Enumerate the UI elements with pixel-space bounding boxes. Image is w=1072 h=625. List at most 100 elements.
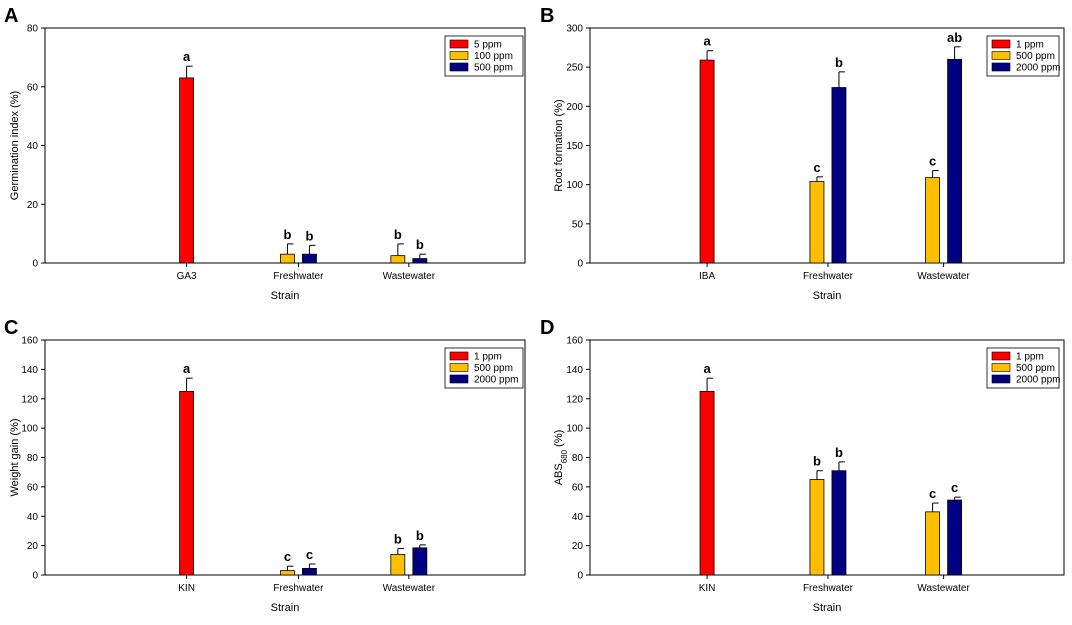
panel-letter-c: C [4, 317, 18, 339]
significance-letter: c [951, 480, 958, 495]
x-tick-label: IBA [699, 271, 715, 282]
x-tick-label: Freshwater [803, 271, 854, 282]
significance-letter: c [306, 547, 313, 562]
y-tick-label: 40 [27, 512, 39, 523]
bar [947, 58, 963, 264]
y-axis-title-main: Weight gain (%) [9, 418, 21, 496]
y-tick-label: 100 [21, 424, 38, 435]
y-tick-label: 50 [572, 219, 584, 230]
panel-a: A 0 20 40 60 80 Germination index (%) Strain GA3… [4, 5, 526, 302]
bar [925, 511, 941, 576]
y-tick-label: 100 [566, 180, 583, 191]
y-tick-label: 40 [572, 512, 584, 523]
significance-letter: b [835, 445, 843, 460]
legend-label: 500 ppm [1016, 51, 1055, 62]
significance-letter: b [394, 227, 402, 242]
legend-label: 500 ppm [474, 363, 513, 374]
significance-letter: b [416, 528, 424, 543]
legend-label: 500 ppm [474, 63, 513, 74]
bar [412, 258, 428, 264]
bar [280, 253, 295, 264]
legend-label: 1 ppm [474, 352, 502, 363]
bar [179, 391, 195, 576]
y-tick-label: 20 [27, 200, 39, 211]
significance-letter: b [813, 454, 821, 469]
bar [390, 554, 406, 576]
y-tick-label: 120 [21, 394, 38, 405]
y-tick-label: 80 [27, 24, 39, 35]
significance-letter: b [835, 55, 843, 70]
bar [302, 567, 317, 576]
y-tick-label: 80 [27, 453, 39, 464]
y-tick-label: 40 [27, 141, 39, 152]
significance-letter: b [394, 532, 402, 547]
y-axis-title: ABS680 (%) [553, 430, 569, 486]
legend-swatch [449, 51, 469, 60]
x-tick-label: Wastewater [383, 583, 436, 594]
y-tick-label: 60 [572, 482, 584, 493]
legend-swatch [991, 51, 1011, 60]
panel-letter-d: D [540, 317, 554, 339]
significance-letter: a [703, 34, 711, 49]
y-axis-title-suffix: (%) [553, 430, 565, 450]
y-axis-title-main: ABS [553, 463, 565, 485]
significance-letter: c [813, 160, 820, 175]
x-tick-label: Wastewater [917, 271, 970, 282]
legend-label: 2000 ppm [1016, 375, 1060, 386]
significance-letter: ab [947, 30, 962, 45]
legend-swatch [449, 39, 469, 49]
y-tick-label: 20 [27, 541, 39, 552]
bar [809, 181, 825, 264]
bar [699, 391, 715, 576]
y-tick-label: 160 [21, 336, 38, 347]
bar [831, 87, 847, 264]
bar [302, 253, 317, 264]
x-axis-title: Strain [271, 602, 300, 614]
panel-letter-b: B [540, 5, 554, 27]
y-tick-label: 300 [566, 24, 583, 35]
legend-swatch [991, 363, 1011, 372]
significance-letter: a [183, 49, 191, 64]
panel-letter-a: A [4, 5, 18, 27]
significance-letter: c [284, 549, 291, 564]
y-axis-title-main: Germination index (%) [9, 91, 21, 200]
x-tick-label: GA3 [177, 271, 197, 282]
x-axis-title: Strain [813, 602, 842, 614]
y-tick-label: 150 [566, 141, 583, 152]
bar [809, 479, 825, 576]
legend-swatch [449, 351, 469, 361]
legend-swatch [991, 351, 1011, 361]
significance-letter: a [183, 361, 191, 376]
legend-label: 5 ppm [474, 40, 502, 51]
y-tick-label: 140 [566, 365, 583, 376]
x-tick-label: KIN [178, 583, 195, 594]
bar [699, 59, 715, 264]
x-axis-title: Strain [271, 290, 300, 302]
bar [947, 499, 963, 576]
legend-label: 2000 ppm [1016, 63, 1060, 74]
significance-letter: b [305, 228, 313, 243]
significance-letter: b [416, 237, 424, 252]
y-axis-title-subscript: 680 [560, 449, 569, 463]
y-tick-label: 80 [572, 453, 584, 464]
legend-swatch [449, 363, 469, 372]
x-axis-title: Strain [813, 290, 842, 302]
y-axis-title-main: Root formation (%) [553, 99, 565, 191]
bar [390, 255, 406, 264]
y-tick-label: 100 [566, 424, 583, 435]
y-tick-label: 0 [577, 571, 583, 582]
legend-swatch [449, 62, 469, 72]
y-tick-label: 20 [572, 541, 584, 552]
bar [925, 177, 941, 264]
legend-swatch [449, 374, 469, 384]
legend-label: 1 ppm [1016, 352, 1044, 363]
panel-d: D 0 20 40 60 80 100 120 140 160 ABS680 (%) Strain KI… [540, 317, 1065, 614]
legend-swatch [991, 39, 1011, 49]
bar [179, 77, 195, 264]
bar [831, 470, 847, 576]
y-tick-label: 60 [27, 82, 39, 93]
y-tick-label: 140 [21, 365, 38, 376]
x-tick-label: Freshwater [273, 583, 324, 594]
legend-label: 500 ppm [1016, 363, 1055, 374]
